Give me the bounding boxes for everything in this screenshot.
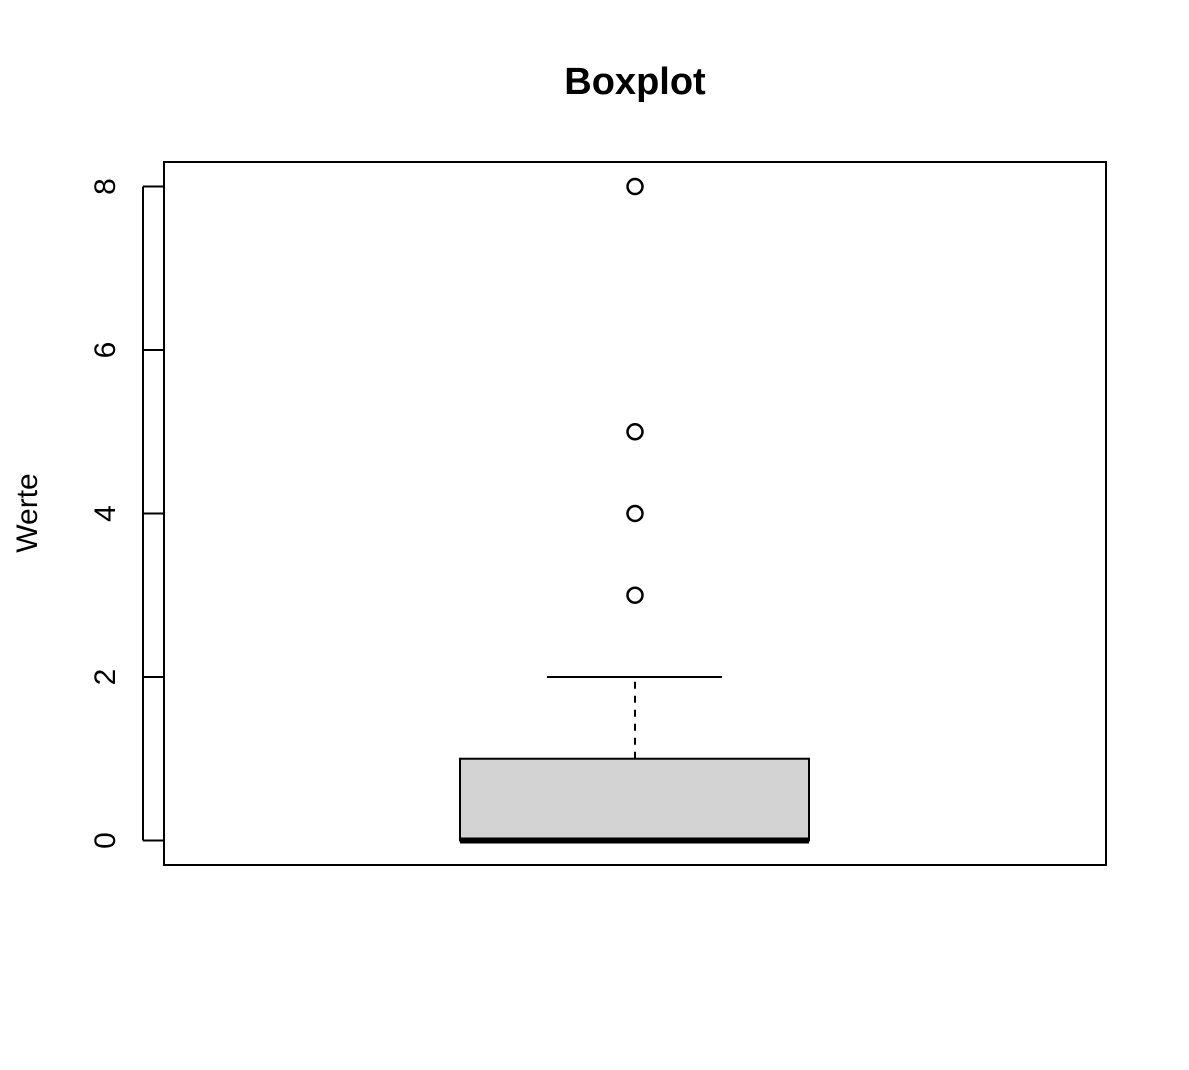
outlier-point (626, 504, 644, 523)
y-tick-label: 0 (89, 832, 122, 849)
boxplot-series (459, 177, 810, 844)
y-tick-label: 4 (89, 505, 122, 522)
y-tick-label: 8 (89, 178, 122, 195)
box-iqr (459, 757, 810, 842)
y-tick-label: 2 (89, 669, 122, 686)
outlier-point (626, 177, 644, 196)
y-axis-label: Werte (11, 473, 44, 552)
chart-title: Boxplot (564, 61, 706, 103)
outlier-point (626, 586, 644, 604)
outlier-point (626, 423, 644, 441)
y-axis: 0 2 4 6 8 (89, 178, 164, 849)
y-tick-label: 6 (89, 342, 122, 359)
